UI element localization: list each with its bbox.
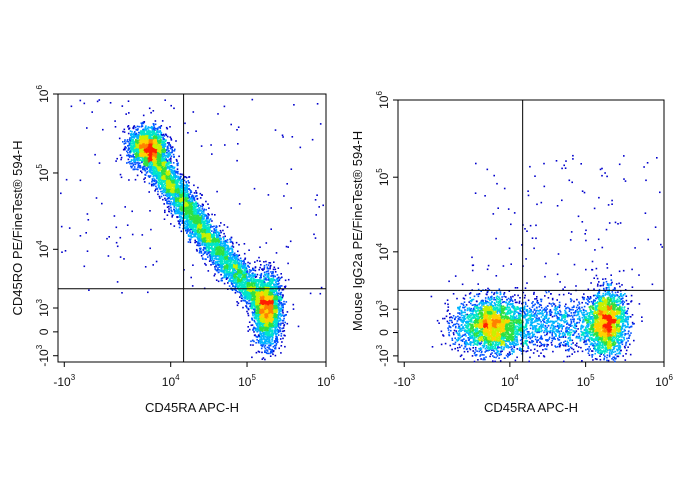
density-dots [60, 98, 324, 361]
y-axis-label: CD45RO PE/FineTest® 594-H [10, 140, 25, 315]
y-tick-label: 0 [37, 328, 51, 335]
plot-panel-right: -103 104 105 106 -103 0 103 104 105 106 CD45RA APC… [350, 91, 673, 415]
plot-panel-left: -103 104 105 106 -103 0 103 104 105 106 CD45RA APC… [10, 85, 335, 415]
x-axis-label: CD45RA APC-H [145, 400, 239, 415]
x-tick-label: 104 [162, 373, 180, 389]
y-tick-label: 105 [35, 164, 51, 182]
y-tick-label: 103 [35, 299, 51, 317]
y-tick-label: -103 [35, 344, 51, 366]
x-tick-label: -103 [53, 373, 75, 389]
y-tick-label: -103 [375, 344, 391, 366]
y-tick-label: 105 [375, 168, 391, 186]
y-tick-label: 0 [377, 329, 391, 336]
y-tick-label: 106 [35, 85, 51, 103]
y-tick-label: 103 [375, 300, 391, 318]
y-axis-label: Mouse IgG2a PE/FineTest® 594-H [350, 131, 365, 331]
x-tick-label: 104 [501, 373, 519, 389]
y-tick-label: 104 [375, 242, 391, 260]
x-tick-label: -103 [393, 373, 415, 389]
density-dots [430, 154, 663, 363]
y-tick-label: 104 [35, 240, 51, 258]
y-tick-label: 106 [375, 91, 391, 109]
x-tick-label: 105 [577, 373, 595, 389]
x-tick-label: 106 [317, 373, 335, 389]
x-tick-label: 105 [238, 373, 256, 389]
x-tick-label: 106 [655, 373, 673, 389]
x-axis-label: CD45RA APC-H [484, 400, 578, 415]
